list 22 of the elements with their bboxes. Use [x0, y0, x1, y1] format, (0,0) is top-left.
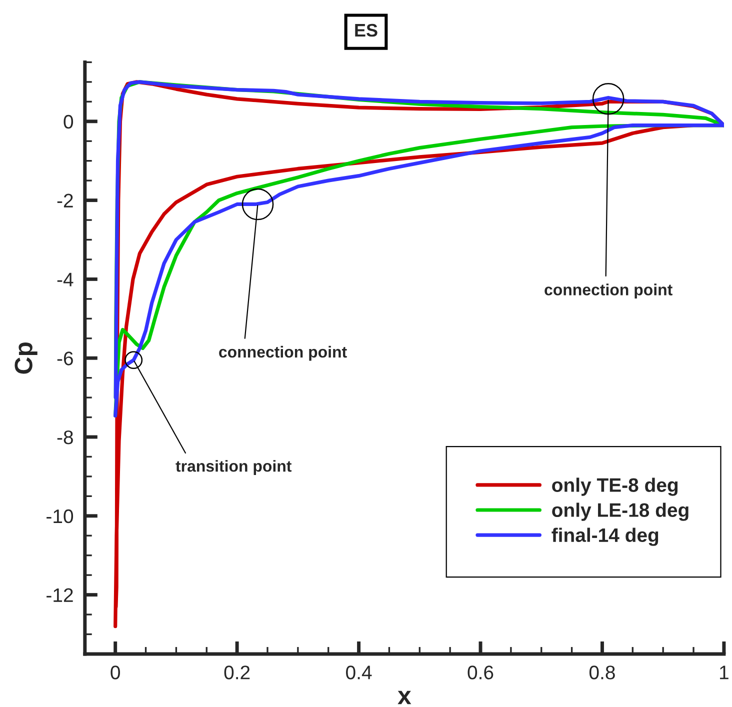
- y-tick-label: -4: [57, 272, 74, 286]
- y-tick-label: -6: [57, 352, 73, 366]
- chart-title: ES: [355, 24, 378, 37]
- annotation: connection point: [219, 346, 347, 361]
- x-tick-label: 0: [110, 666, 120, 680]
- legend-label: only LE-18 deg: [552, 502, 688, 521]
- annotation: transition point: [176, 460, 292, 475]
- x-tick-label: 0.6: [468, 666, 494, 680]
- x-tick-label: 1: [720, 666, 728, 680]
- y-axis-title: Cp: [14, 342, 38, 374]
- y-tick-label: -8: [57, 430, 73, 444]
- y-tick-label: 0: [64, 114, 74, 129]
- x-tick-label: 0.2: [224, 666, 250, 680]
- y-tick-label: -2: [57, 194, 73, 208]
- y-tick-label: -12: [46, 588, 73, 602]
- x-tick-label: 0.8: [589, 666, 615, 680]
- legend-label: final-14 deg: [552, 528, 658, 546]
- x-axis-title: x: [398, 690, 412, 704]
- y-tick-label: -10: [46, 509, 74, 524]
- annotation: connection point: [544, 284, 672, 299]
- x-tick-label: 0.4: [346, 666, 372, 680]
- legend-label: only TE-8 deg: [552, 478, 678, 496]
